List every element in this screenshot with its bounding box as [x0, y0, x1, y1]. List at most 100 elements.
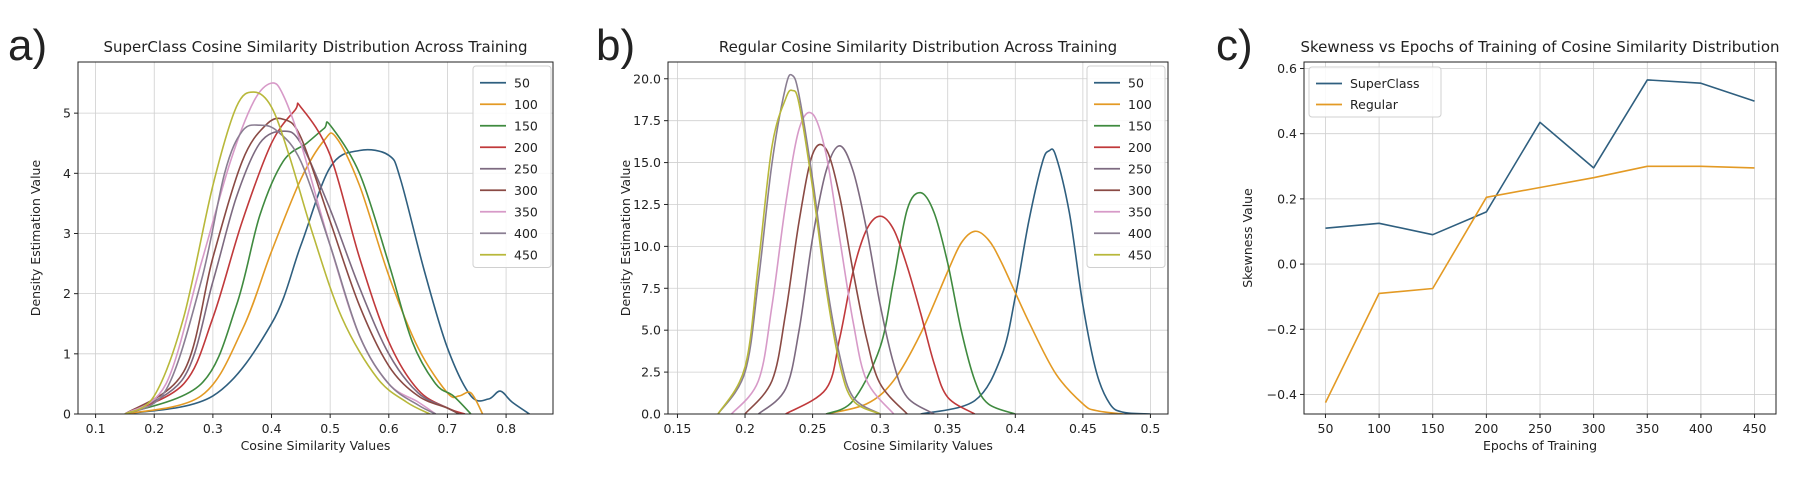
y-axis-label: Density Estimation Value — [618, 160, 633, 317]
series-line-300 — [124, 117, 460, 414]
plot-frame — [667, 61, 1169, 415]
series-line-250 — [757, 145, 935, 414]
y-tick-label: 7.5 — [641, 281, 661, 296]
legend: SuperClass Regular — [1308, 66, 1442, 118]
legend: 50 100 150 200 250 300 350 400 450 — [1086, 65, 1166, 268]
legend-label: 300 — [514, 183, 538, 198]
x-axis-label: Cosine Similarity Values — [843, 438, 993, 453]
x-tick-label: 0.2 — [144, 421, 164, 436]
panel-letter-c: c) — [1216, 21, 1253, 70]
series-line-450 — [717, 89, 881, 414]
legend-box — [1086, 65, 1166, 268]
y-tick-label: 15.0 — [633, 155, 661, 170]
legend-label: 300 — [1128, 183, 1152, 198]
legend-label: 250 — [1128, 161, 1152, 176]
legend-label: 150 — [1128, 118, 1152, 133]
series-line-200 — [785, 215, 976, 414]
chart-title: Regular Cosine Similarity Distribution A… — [719, 38, 1117, 56]
y-tick-label: 3 — [63, 226, 71, 241]
chart-title: SuperClass Cosine Similarity Distributio… — [103, 38, 527, 56]
series-line-superclass — [1325, 79, 1755, 236]
x-tick-label: 0.5 — [320, 421, 340, 436]
y-tick-label: 17.5 — [633, 113, 661, 128]
x-tick-label: 450 — [1743, 421, 1767, 436]
x-tick-label: 0.4 — [1005, 421, 1025, 436]
series-group — [1324, 79, 1755, 403]
y-tick-label: 0 — [63, 407, 71, 422]
y-axis-label: Skewness Value — [1240, 188, 1255, 288]
legend-label: 450 — [1128, 247, 1152, 262]
y-tick-label: 4 — [63, 166, 71, 181]
x-axis-label: Cosine Similarity Values — [241, 438, 391, 453]
x-tick-label: 0.3 — [870, 421, 890, 436]
y-tick-label: 20.0 — [633, 71, 661, 86]
x-tick-label: 50 — [1318, 421, 1334, 436]
x-tick-label: 0.15 — [664, 421, 692, 436]
legend-label: 450 — [514, 247, 538, 262]
legend-label: 100 — [514, 97, 538, 112]
y-tick-label: 1 — [63, 346, 71, 361]
y-tick-label: 5 — [63, 106, 71, 121]
y-tick-label: 2.5 — [641, 365, 661, 380]
legend-box — [472, 65, 552, 268]
y-tick-label: 5.0 — [641, 323, 661, 338]
x-tick-label: 0.7 — [437, 421, 457, 436]
legend-label: 100 — [1128, 97, 1152, 112]
legend-label: 350 — [514, 204, 538, 219]
series-line-regular — [1324, 165, 1755, 403]
legend-label: 200 — [1128, 140, 1152, 155]
panel-letter-b: b) — [596, 21, 635, 70]
series-line-400 — [717, 73, 881, 414]
legend-label: 50 — [514, 75, 530, 90]
y-tick-label: 0.6 — [1277, 61, 1297, 76]
series-line-50 — [920, 148, 1151, 414]
x-tick-label: 0.6 — [379, 421, 399, 436]
chart-title: Skewness vs Epochs of Training of Cosine… — [1300, 38, 1779, 56]
y-tick-label: −0.2 — [1267, 322, 1297, 337]
series-line-150 — [825, 191, 1016, 414]
x-tick-label: 0.25 — [799, 421, 827, 436]
x-tick-label: 300 — [1582, 421, 1606, 436]
chart-panel-c: 50 100 150 200 250 300 350 400 450 −0.4 −0.2 0.0 0.2… — [1240, 38, 1780, 453]
legend-label: Regular — [1350, 97, 1399, 112]
legend-label: 400 — [514, 226, 538, 241]
x-tick-label: 250 — [1528, 421, 1552, 436]
y-tick-label: 0.4 — [1277, 126, 1297, 141]
x-tick-label: 0.5 — [1140, 421, 1160, 436]
y-tick-label: 0.0 — [1277, 257, 1297, 272]
series-line-50 — [124, 148, 530, 414]
chart-panel-a: 0.1 0.2 0.3 0.4 0.5 0.6 0.7 0.8 0 1 2 3 4 5 SuperClass… — [28, 38, 554, 453]
panel-letter-a: a) — [8, 21, 47, 70]
y-tick-label: 0.2 — [1277, 191, 1297, 206]
x-tick-label: 150 — [1421, 421, 1445, 436]
legend-label: 200 — [514, 140, 538, 155]
series-group — [124, 82, 530, 414]
y-tick-label: 2 — [63, 286, 71, 301]
plot-frame — [77, 61, 554, 415]
legend-label: 150 — [514, 118, 538, 133]
legend-label: SuperClass — [1350, 76, 1420, 91]
series-group — [717, 73, 1151, 414]
series-line-100 — [124, 132, 484, 414]
legend-label: 50 — [1128, 75, 1144, 90]
x-tick-label: 350 — [1635, 421, 1659, 436]
legend-label: 400 — [1128, 226, 1152, 241]
series-line-200 — [124, 102, 466, 414]
y-tick-label: 0.0 — [641, 407, 661, 422]
series-line-150 — [124, 121, 472, 414]
x-tick-label: 100 — [1367, 421, 1391, 436]
y-tick-label: 12.5 — [633, 197, 661, 212]
series-line-350 — [730, 111, 895, 414]
x-tick-label: 400 — [1689, 421, 1713, 436]
y-axis-label: Density Estimation Value — [28, 160, 43, 317]
series-line-400 — [124, 124, 437, 414]
legend-label: 350 — [1128, 204, 1152, 219]
x-tick-label: 0.8 — [496, 421, 516, 436]
chart-panel-b: 0.15 0.2 0.25 0.3 0.35 0.4 0.45 0.5 0.0 2.5 5.0 7.5… — [618, 38, 1169, 453]
legend: 50 100 150 200 250 300 350 400 450 — [472, 65, 552, 268]
x-tick-label: 0.1 — [86, 421, 106, 436]
x-tick-label: 0.4 — [262, 421, 282, 436]
x-tick-label: 0.2 — [735, 421, 755, 436]
legend-label: 250 — [514, 161, 538, 176]
